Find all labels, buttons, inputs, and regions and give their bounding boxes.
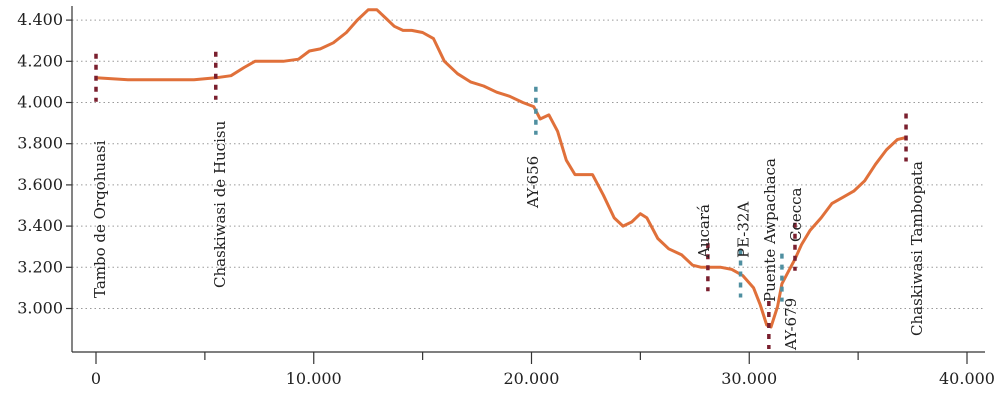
annotation-label: Chaskiwasi de Hucisu [211,120,229,288]
y-tick-label: 3.600 [17,175,63,194]
y-tick-label: 3.000 [17,299,63,318]
axis-layer: 3.000 3.200 3.400 3.600 3.800 4.000 4.200 4.400… [17,6,995,388]
x-tick-label: 40.000 [939,369,995,388]
x-tick-label: 0 [91,369,101,388]
annotation-label: AY-679 [782,298,800,351]
annotation-label: Chaskiwasi Tambopata [908,161,926,336]
y-tick-label: 4.200 [17,51,63,70]
series-layer [94,8,908,329]
annotation-label: PE-32A [735,202,753,258]
annotation-label: AY-656 [524,156,542,209]
annotation-label: Aucará [695,204,713,259]
annotation-label: Tambo de Orqohuasi [91,140,109,298]
x-tick-label: 10.000 [286,369,342,388]
annotation-label: Puente Awpachaca [761,158,779,302]
y-tick-label: 4.400 [17,10,63,29]
y-tick-label: 3.800 [17,134,63,153]
annotation-layer: Tambo de Orqohuasi Chaskiwasi de Hucisu AY… [91,51,926,351]
grid-layer [72,19,985,309]
elevation-line [94,8,908,329]
x-tick-label: 20.000 [504,369,560,388]
x-tick-label: 30.000 [721,369,777,388]
y-tick-label: 3.400 [17,216,63,235]
y-tick-label: 4.000 [17,93,63,112]
y-tick-label: 3.200 [17,257,63,276]
annotation-label: Ccecca [787,187,805,242]
